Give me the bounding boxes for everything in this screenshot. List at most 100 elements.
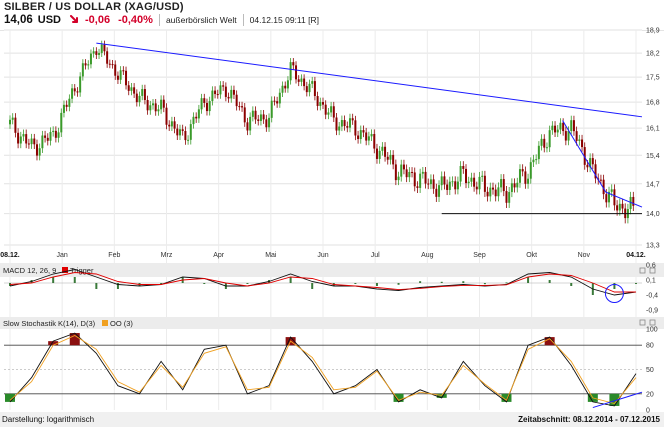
price-candle	[246, 122, 249, 131]
price-candle	[589, 158, 592, 168]
price-candle	[351, 118, 354, 121]
price-candle	[57, 132, 60, 138]
price-candle	[505, 191, 508, 203]
macd-legend-label: MACD 12, 26, 9	[3, 266, 56, 275]
price-candle	[235, 94, 238, 107]
price-candle	[581, 139, 584, 148]
price-candle	[89, 53, 92, 65]
x-tick-label: Mai	[265, 252, 277, 259]
trigger-legend-label: Trigger	[70, 266, 94, 275]
price-candle	[130, 87, 133, 91]
price-ytick-label: 18,9	[646, 28, 660, 35]
price-candle	[535, 159, 538, 161]
price-candle	[11, 117, 14, 120]
price-candle	[278, 92, 281, 104]
price-candle	[370, 133, 373, 137]
macd-histogram-bar	[548, 280, 551, 283]
divider	[158, 14, 160, 26]
price-candle	[429, 179, 432, 185]
price-candle	[146, 100, 149, 111]
stoch-ytick-label: 50	[646, 367, 654, 374]
price-candle	[92, 51, 95, 54]
price-ytick-label: 15,4	[646, 153, 660, 160]
x-tick-label: 04.12.	[626, 252, 646, 259]
price-candle	[192, 116, 195, 125]
price-candle	[322, 102, 324, 105]
price-candle	[157, 109, 160, 112]
price-candle	[529, 162, 532, 179]
price-candle	[389, 154, 392, 160]
price-candle	[402, 164, 405, 170]
price-candle	[359, 130, 362, 140]
macd-histogram-bar	[419, 281, 422, 283]
price-candle	[400, 164, 403, 177]
macd-expand-icon[interactable]	[639, 267, 646, 274]
down-arrow-icon	[70, 14, 79, 23]
price-candle	[9, 119, 11, 125]
price-candle	[254, 110, 257, 120]
x-tick-label: Aug	[421, 252, 434, 259]
price-candle	[486, 191, 489, 197]
macd-histogram-bar	[613, 283, 616, 289]
price-candle	[357, 135, 360, 140]
price-candle	[116, 75, 119, 80]
price-candle	[249, 116, 252, 131]
price-candle	[413, 172, 416, 187]
price-candle	[49, 131, 52, 141]
stoch-close-icon[interactable]	[649, 319, 656, 326]
price-candle	[114, 64, 117, 76]
macd-histogram-bar	[505, 282, 508, 284]
price-candle	[308, 83, 311, 93]
price-candle	[602, 179, 605, 195]
price-ytick-label: 17,5	[646, 75, 660, 82]
price-candle	[203, 98, 206, 103]
macd-histogram-bar	[483, 283, 486, 285]
price-candle	[478, 176, 481, 190]
price-candle	[222, 85, 225, 87]
stoch-d-legend-label: OO (3)	[110, 319, 133, 328]
price-candle	[160, 99, 163, 110]
price-candle	[456, 181, 459, 190]
macd-histogram-bar	[95, 283, 98, 289]
price-candle	[76, 91, 79, 93]
price-candle	[554, 125, 557, 133]
price-candle	[189, 124, 192, 140]
stoch-d-line	[9, 334, 637, 405]
macd-ytick-label: -0,9	[646, 308, 658, 315]
price-candle	[297, 79, 300, 82]
price-candle	[200, 98, 203, 110]
price-candle	[508, 192, 511, 203]
stoch-oversold-fill	[5, 393, 15, 402]
price-candle	[170, 121, 173, 127]
x-tick-label: 08.12.	[0, 252, 20, 259]
price-candle	[127, 85, 130, 91]
price-candle	[578, 139, 581, 141]
price-candle	[378, 150, 381, 159]
macd-histogram-bar	[160, 283, 163, 284]
price-candle	[411, 171, 414, 173]
macd-histogram-bar	[527, 277, 530, 283]
price-candle	[195, 116, 198, 119]
price-candle	[214, 90, 217, 95]
price-candle	[605, 194, 608, 203]
price-candle	[81, 63, 84, 77]
quote-line: 14,06 USD -0,06 -0,40% außerbörslich Wel…	[4, 14, 319, 26]
price-candle	[52, 130, 55, 132]
price-ytick-label: 18,2	[646, 51, 660, 58]
price-candle	[22, 134, 25, 137]
stoch-expand-icon[interactable]	[639, 319, 646, 326]
price-candle	[286, 80, 289, 89]
price-candle	[100, 44, 103, 53]
price-candle	[238, 106, 241, 108]
stoch-trendline	[592, 391, 643, 409]
macd-histogram-bar	[73, 277, 76, 283]
price-candle	[438, 185, 441, 197]
macd-close-icon[interactable]	[649, 267, 656, 274]
price-candle	[481, 175, 484, 177]
price-candle	[141, 89, 144, 96]
price-candle	[162, 99, 165, 108]
macd-histogram-bar	[311, 283, 314, 289]
price-candle	[567, 130, 570, 141]
price-candle	[562, 122, 565, 132]
price-candle	[138, 95, 141, 103]
